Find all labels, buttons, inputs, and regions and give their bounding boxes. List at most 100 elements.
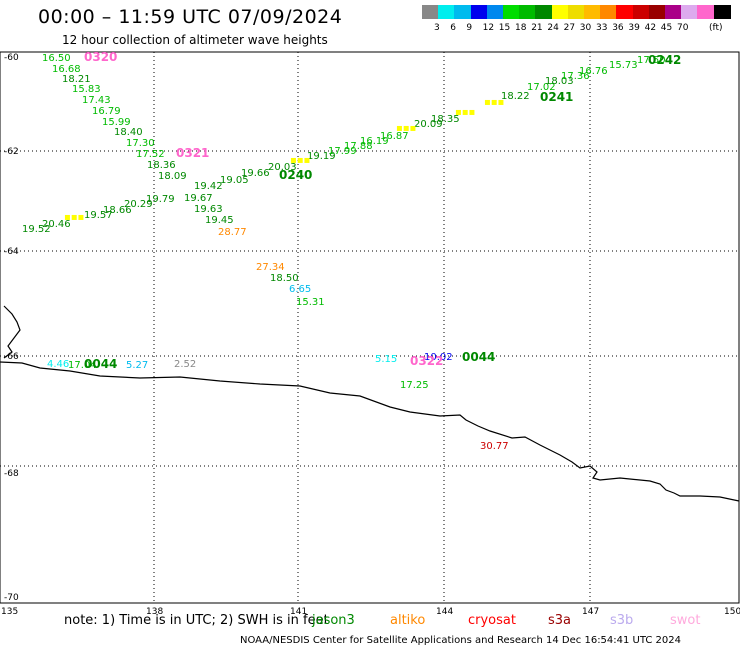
wave-height-value: 17.30 bbox=[126, 138, 155, 149]
latitude-tick-label: -60 bbox=[4, 53, 19, 63]
longitude-tick-label: 150 bbox=[724, 607, 740, 617]
wave-height-value: 15.99 bbox=[102, 117, 131, 128]
legend-swatch bbox=[486, 5, 504, 19]
legend-swatch bbox=[454, 5, 472, 19]
legend-swatch bbox=[600, 5, 618, 19]
track-time-label: 0321 bbox=[176, 146, 209, 160]
wave-height-value: 19.45 bbox=[205, 215, 234, 226]
wave-height-value: 17.04 bbox=[68, 360, 97, 371]
mission-name-s3b: s3b bbox=[610, 613, 634, 628]
wave-height-marker: ▪▪▪ bbox=[484, 97, 504, 108]
mission-name-cryosat: cryosat bbox=[468, 613, 516, 628]
wave-height-value: 16.87 bbox=[380, 131, 409, 142]
wave-height-value: 16.19 bbox=[360, 136, 389, 147]
legend-label: 3 bbox=[434, 23, 440, 33]
legend-label: 39 bbox=[628, 23, 640, 33]
wave-height-value: 16.68 bbox=[52, 64, 81, 75]
wave-height-value: 19.57 bbox=[84, 210, 113, 221]
wave-height-value: 18.50 bbox=[270, 273, 299, 284]
mission-name-swot: swot bbox=[670, 613, 701, 628]
track-time-label: 0240 bbox=[279, 168, 312, 182]
wave-height-value: 18.22 bbox=[501, 91, 530, 102]
legend-swatch bbox=[697, 5, 715, 19]
track-time-label: 0242 bbox=[648, 53, 681, 67]
legend-label: 9 bbox=[466, 23, 473, 33]
wave-height-value: 15.31 bbox=[296, 297, 325, 308]
wave-height-value: 20.03 bbox=[268, 162, 297, 173]
wave-height-value: 18.03 bbox=[545, 76, 574, 87]
wave-height-value: 19.19 bbox=[307, 151, 336, 162]
legend-label: 6 bbox=[450, 23, 456, 33]
latitude-tick-label: -68 bbox=[4, 469, 19, 479]
legend-label: 21 bbox=[531, 23, 543, 33]
legend-swatch bbox=[551, 5, 569, 19]
wave-height-value: 27.34 bbox=[256, 262, 285, 273]
legend-label: 70 bbox=[677, 23, 689, 33]
wave-height-value: 4.46 bbox=[47, 359, 69, 370]
legend-swatch bbox=[438, 5, 456, 19]
legend-swatch bbox=[567, 5, 585, 19]
legend-swatch bbox=[470, 5, 488, 19]
wave-height-value: 18.36 bbox=[147, 160, 176, 171]
longitude-tick-label: 147 bbox=[582, 607, 599, 617]
legend-swatch bbox=[681, 5, 699, 19]
legend-label: 30 bbox=[579, 23, 592, 33]
legend-swatch bbox=[422, 5, 439, 19]
wave-height-value: 18.21 bbox=[62, 74, 91, 85]
wave-height-value: 20.29 bbox=[124, 199, 153, 210]
wave-height-value: 2.52 bbox=[174, 359, 196, 370]
legend-swatch bbox=[535, 5, 553, 19]
legend-swatch bbox=[519, 5, 537, 19]
wave-height-marker: ▪▪▪ bbox=[396, 123, 416, 134]
wave-height-value: 20.46 bbox=[42, 219, 71, 230]
longitude-tick-label: 144 bbox=[436, 607, 453, 617]
latitude-tick-label: -62 bbox=[4, 147, 19, 157]
mission-name-jason3: jason3 bbox=[312, 613, 355, 628]
wave-height-marker: ▪▪▪ bbox=[455, 107, 475, 118]
legend-label: 27 bbox=[563, 23, 576, 33]
legend-unit: (ft) bbox=[709, 23, 723, 33]
wave-height-value: 6.65 bbox=[289, 284, 311, 295]
legend-label: 15 bbox=[498, 23, 511, 33]
track-time-label: 0044 bbox=[462, 350, 495, 364]
wave-height-labels: 16.5016.6818.2115.8317.4316.7915.9918.40… bbox=[22, 53, 666, 452]
wave-height-value: 19.79 bbox=[146, 194, 175, 205]
track-time-label: 0241 bbox=[540, 90, 573, 104]
wave-height-value: 16.79 bbox=[92, 106, 121, 117]
legend-label: 42 bbox=[644, 23, 657, 33]
latitude-tick-label: -66 bbox=[4, 352, 19, 362]
wave-height-value: 20.09 bbox=[414, 119, 443, 130]
wave-height-value: 18.35 bbox=[431, 114, 460, 125]
wave-height-value: 17.99 bbox=[328, 146, 357, 157]
wave-height-value: 18.09 bbox=[158, 171, 187, 182]
legend-label: 18 bbox=[515, 23, 527, 33]
track-time-label: 0044 bbox=[84, 357, 117, 371]
wave-height-value: 15.83 bbox=[72, 84, 101, 95]
legend-swatch bbox=[632, 5, 650, 19]
legend-label: 24 bbox=[547, 23, 559, 33]
wave-height-value: 5.27 bbox=[126, 360, 148, 371]
legend-label: 33 bbox=[596, 23, 608, 33]
longitude-tick-label: 138 bbox=[146, 607, 163, 617]
wave-height-value: 17.25 bbox=[400, 380, 429, 391]
wave-height-value: 17.02 bbox=[527, 82, 556, 93]
wave-height-value: 17.43 bbox=[82, 95, 111, 106]
credit-line: NOAA/NESDIS Center for Satellite Applica… bbox=[240, 635, 682, 646]
wave-height-value: 28.77 bbox=[218, 227, 247, 238]
legend-swatch bbox=[665, 5, 682, 19]
mission-name-altiko: altiko bbox=[390, 613, 426, 628]
wave-height-marker: ▪▪▪ bbox=[290, 155, 310, 166]
track-labels: 0320 0321 0240 0241 0242 0044 0322 0044 bbox=[84, 50, 681, 371]
wave-height-value: 19.66 bbox=[241, 168, 270, 179]
legend-label: 36 bbox=[612, 23, 624, 33]
wave-height-value: 18.66 bbox=[103, 205, 132, 216]
mission-name-s3a: s3a bbox=[548, 613, 572, 628]
wave-height-value: 17.50 bbox=[637, 55, 666, 66]
wave-height-marker: ▪▪▪ bbox=[64, 212, 84, 223]
wave-height-value: 19.52 bbox=[22, 224, 51, 235]
wave-height-value: 19.67 bbox=[184, 193, 213, 204]
coastline-inlet bbox=[3, 305, 21, 359]
wave-height-value: 10.02 bbox=[424, 352, 453, 363]
wave-height-value: 19.05 bbox=[220, 175, 249, 186]
longitude-tick-label: 141 bbox=[290, 607, 307, 617]
